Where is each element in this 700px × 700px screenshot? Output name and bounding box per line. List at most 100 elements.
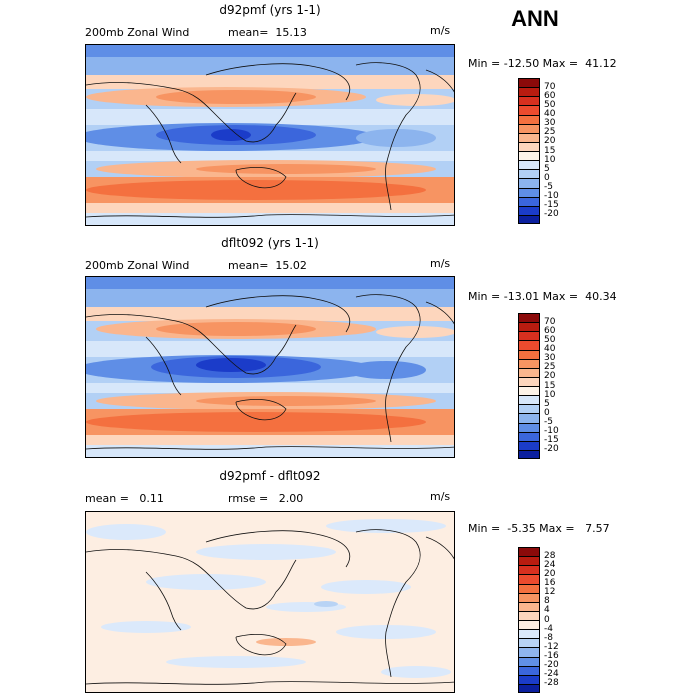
panel-1-units: m/s (430, 24, 451, 37)
colorbar-swatch (518, 449, 540, 459)
panel-1-colorbar: 70 60 50 40 30 25 20 15 10 5 0 -5 -10 -15 -20 (518, 78, 559, 224)
colorbar-label: 0 (544, 172, 550, 183)
colorbar-swatch (518, 340, 540, 350)
colorbar-label: 5 (544, 398, 550, 409)
colorbar-label: 28 (544, 550, 556, 561)
colorbar-label: 70 (544, 81, 556, 92)
panel-3-contour-map (86, 512, 454, 692)
panel-1-field-label: 200mb Zonal Wind (85, 26, 190, 39)
colorbar-swatch (518, 96, 540, 106)
colorbar-swatch (518, 395, 540, 405)
colorbar-label: -8 (544, 632, 553, 643)
colorbar-swatch (518, 565, 540, 575)
colorbar-label: 30 (544, 118, 556, 129)
colorbar-label: 15 (544, 145, 556, 156)
panel-3-colorbar: 28 24 20 16 12 8 4 0 -4 -8 -12 -16 -20 -24 -28 (518, 547, 559, 693)
colorbar-label: -15 (544, 200, 559, 211)
colorbar-label: -20 (544, 660, 559, 671)
colorbar-label: -20 (544, 209, 559, 220)
colorbar-label: -5 (544, 417, 553, 427)
colorbar-swatch (518, 187, 540, 198)
colorbar-swatch (518, 169, 540, 179)
colorbar-swatch (518, 629, 540, 639)
colorbar-swatch (518, 151, 540, 161)
colorbar-label: 40 (544, 344, 556, 354)
colorbar-swatch (518, 141, 540, 152)
colorbar-swatch (518, 601, 540, 612)
colorbar-label: 15 (544, 380, 556, 391)
colorbar-label: -10 (544, 426, 559, 437)
colorbar-swatch (518, 313, 540, 323)
season-label: ANN (511, 6, 559, 31)
colorbar-swatch (518, 322, 540, 332)
colorbar-label: 20 (544, 136, 556, 147)
colorbar-label: 60 (544, 325, 556, 336)
colorbar-label: -4 (544, 623, 553, 634)
panel-1-map (85, 44, 455, 226)
panel-1-title: d92pmf (yrs 1-1) (219, 3, 321, 17)
panel-3-title: d92pmf - dflt092 (219, 469, 321, 483)
colorbar-label: 50 (544, 334, 556, 345)
panel-3-units: m/s (430, 490, 451, 503)
colorbar-swatch (518, 547, 540, 557)
colorbar-swatch (518, 205, 540, 216)
colorbar-label: -16 (544, 651, 559, 661)
colorbar-label: 30 (544, 353, 556, 364)
colorbar-swatch (518, 574, 540, 584)
colorbar-label: 40 (544, 109, 556, 119)
panel-2-field-label: 200mb Zonal Wind (85, 259, 190, 272)
colorbar-label: 4 (544, 605, 550, 616)
colorbar-label: 20 (544, 568, 556, 579)
panel-2-min-max: Min = -13.01 Max = 40.34 (468, 290, 617, 303)
colorbar-swatch (518, 413, 540, 423)
colorbar-label: 10 (544, 154, 556, 165)
colorbar-swatch (518, 665, 540, 676)
panel-2-title: dflt092 (yrs 1-1) (221, 236, 319, 250)
colorbar-label: 25 (544, 127, 556, 138)
colorbar-swatch (518, 196, 540, 207)
colorbar-swatch (518, 620, 540, 630)
colorbar-swatch (518, 160, 540, 170)
colorbar-label: 25 (544, 362, 556, 373)
colorbar-label: 5 (544, 163, 550, 174)
colorbar-swatch (518, 422, 540, 433)
colorbar-swatch (518, 583, 540, 594)
panel-3-mean: mean = 0.11 (85, 492, 164, 505)
colorbar-swatch (518, 132, 540, 143)
panel-3-rmse: rmse = 2.00 (228, 492, 304, 505)
panel-2-colorbar: 70 60 50 40 30 25 20 15 10 5 0 -5 -10 -15 -20 (518, 313, 559, 459)
colorbar-swatch (518, 367, 540, 378)
colorbar-label: 50 (544, 99, 556, 110)
colorbar-swatch (518, 214, 540, 224)
colorbar-swatch (518, 105, 540, 115)
colorbar-label: 8 (544, 596, 550, 607)
colorbar-label: 60 (544, 90, 556, 101)
colorbar-swatch (518, 404, 540, 414)
colorbar-swatch (518, 331, 540, 341)
colorbar-label: 70 (544, 316, 556, 327)
colorbar-label: -28 (544, 678, 559, 689)
colorbar-swatch (518, 376, 540, 387)
colorbar-swatch (518, 440, 540, 451)
colorbar-label: 10 (544, 389, 556, 400)
panel-2-units: m/s (430, 257, 451, 270)
colorbar-label: 0 (544, 614, 550, 625)
panel-1-contour-map (86, 45, 454, 225)
colorbar-swatch (518, 78, 540, 88)
colorbar-swatch (518, 610, 540, 621)
colorbar-swatch (518, 358, 540, 369)
colorbar-swatch (518, 349, 540, 360)
colorbar-label: -24 (544, 669, 559, 680)
colorbar-label: -20 (544, 444, 559, 455)
colorbar-swatch (518, 683, 540, 693)
colorbar-label: -12 (544, 641, 559, 652)
panel-2-mean: mean= 15.02 (228, 259, 307, 272)
colorbar-swatch (518, 123, 540, 134)
colorbar-swatch (518, 592, 540, 603)
panel-1-mean: mean= 15.13 (228, 26, 307, 39)
colorbar-label: -15 (544, 435, 559, 446)
colorbar-swatch (518, 386, 540, 396)
colorbar-swatch (518, 87, 540, 97)
panel-1-min-max: Min = -12.50 Max = 41.12 (468, 57, 617, 70)
panel-2-contour-map (86, 277, 454, 457)
